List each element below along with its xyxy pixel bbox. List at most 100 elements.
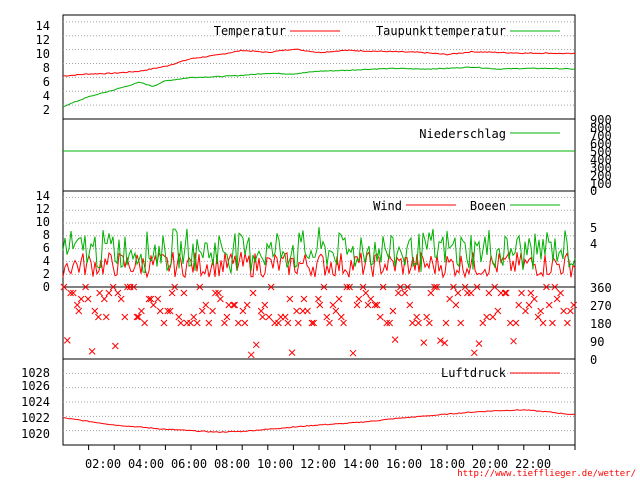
direction-marker (320, 283, 328, 291)
direction-marker (364, 301, 372, 309)
direction-marker (355, 295, 363, 303)
direction-marker (404, 283, 411, 291)
direction-marker (506, 319, 514, 327)
direction-marker (212, 289, 219, 297)
direction-marker (230, 301, 237, 309)
direction-marker (84, 295, 92, 303)
direction-marker (467, 289, 475, 297)
direction-marker (545, 301, 553, 309)
y-tick-label: 200 (590, 169, 612, 183)
direction-marker (109, 283, 117, 291)
legend-wind: Wind (373, 199, 402, 213)
y-tick-label: 600 (590, 137, 612, 151)
direction-marker (69, 289, 77, 297)
direction-marker (359, 283, 367, 291)
direction-marker (494, 307, 502, 315)
direction-marker (284, 319, 292, 327)
direction-marker (406, 301, 414, 309)
direction-marker (257, 307, 265, 315)
direction-marker (111, 342, 119, 350)
direction-marker (389, 307, 397, 315)
direction-marker (452, 301, 460, 309)
direction-marker (168, 289, 176, 297)
direction-marker (483, 313, 491, 321)
data-marks (60, 48, 578, 433)
direction-marker (304, 307, 311, 315)
direction-marker (340, 319, 347, 327)
grid-lines (63, 21, 576, 450)
direction-marker (349, 349, 357, 357)
direction-marker (401, 289, 409, 297)
direction-marker (73, 301, 81, 309)
direction-marker (217, 295, 224, 303)
y-tick-label: 10 (36, 47, 50, 61)
series-temperatur (62, 48, 576, 77)
direction-marker (397, 283, 404, 291)
wind-y-ticks: 0 2 4 6 8 10 12 14 4 5 (36, 189, 598, 294)
y-tick-label: 1026 (21, 379, 50, 393)
direction-marker (329, 301, 337, 309)
direction-marker (249, 289, 257, 297)
direction-marker (454, 289, 462, 297)
direction-marker (502, 289, 510, 297)
y-tick-label: 400 (590, 153, 612, 167)
direction-marker (543, 283, 550, 291)
source-link[interactable]: http://www.tiefflieger.de/wetter/ (457, 469, 636, 479)
direction-marker (160, 319, 168, 327)
direction-marker (553, 295, 561, 303)
direction-marker (415, 319, 422, 327)
direction-marker (437, 337, 444, 344)
direction-marker (147, 295, 155, 303)
y-tick-label: 0 (590, 184, 597, 198)
direction-marker (564, 319, 571, 327)
y-tick-label-right: 5 (590, 221, 597, 235)
direction-marker (141, 319, 148, 327)
y-tick-label: 14 (36, 19, 50, 33)
direction-marker (281, 313, 289, 321)
direction-marker (522, 307, 529, 315)
direction-marker (537, 307, 545, 315)
y-tick-label: 6 (43, 241, 50, 255)
pressure-y-ticks: 1020 1022 1024 1026 1028 (21, 366, 50, 441)
y-tick-label: 1024 (21, 395, 50, 409)
legend-luftdruck: Luftdruck (441, 366, 507, 380)
direction-marker (515, 301, 523, 309)
y-tick-label: 10 (36, 215, 50, 229)
y-tick-label: 0 (43, 280, 50, 294)
x-tick-label: 14:00 (343, 457, 379, 471)
direction-marker (275, 319, 282, 327)
y-tick-label: 8 (43, 61, 50, 75)
precipitation-y-ticks: 0 100 200 300 400 500 600 700 800 900 (590, 113, 612, 198)
direction-marker (193, 319, 201, 327)
direction-marker (300, 295, 308, 303)
direction-marker (426, 319, 433, 327)
direction-marker (310, 319, 318, 327)
direction-marker (102, 313, 110, 321)
direction-marker (150, 301, 157, 309)
direction-marker (394, 289, 402, 297)
direction-marker (241, 319, 249, 327)
direction-marker (461, 283, 469, 291)
direction-marker (315, 295, 322, 303)
direction-marker (308, 319, 316, 327)
direction-marker (259, 313, 266, 321)
direction-marker (442, 319, 450, 327)
direction-marker (171, 283, 179, 291)
direction-marker (63, 337, 71, 344)
y-tick-label: 2 (43, 267, 50, 281)
direction-marker (423, 313, 431, 321)
direction-marker (231, 301, 239, 309)
direction-marker (570, 301, 578, 309)
legend-taupunkt: Taupunkttemperatur (376, 24, 506, 38)
direction-marker (267, 283, 275, 291)
x-axis-ticks: 02:00 04:00 06:00 08:00 10:00 12:00 14:0… (85, 457, 551, 471)
direction-marker (470, 349, 478, 357)
series-luftdruck (62, 409, 576, 433)
x-tick-label: 18:00 (429, 457, 465, 471)
direction-marker (202, 301, 210, 309)
direction-marker (190, 313, 198, 321)
y-tick-label: 4 (43, 89, 50, 103)
direction-marker (323, 313, 331, 321)
y-tick-label: 6 (43, 75, 50, 89)
y-tick-label: 1028 (21, 366, 50, 380)
